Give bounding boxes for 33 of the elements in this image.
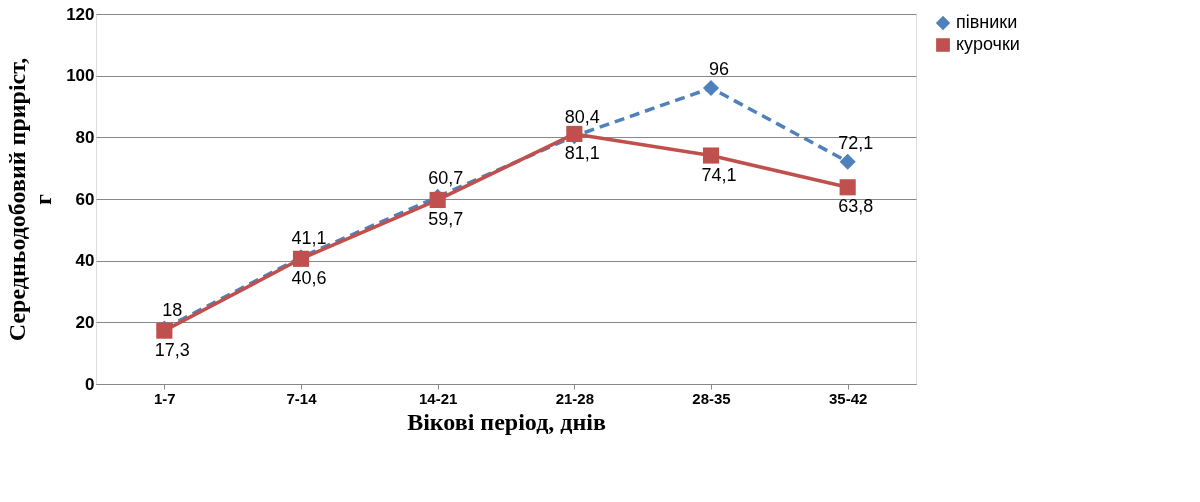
y-tick-label: 100 bbox=[66, 66, 95, 86]
x-tick-label: 14-21 bbox=[418, 389, 458, 407]
data-label: 40,6 bbox=[291, 267, 327, 288]
data-label: 60,7 bbox=[428, 167, 464, 188]
y-tick-label: 20 bbox=[75, 312, 95, 332]
data-label: 96 bbox=[708, 59, 730, 79]
y-tick-label: 60 bbox=[75, 189, 95, 209]
y-tick-label: 80 bbox=[75, 127, 95, 147]
y-tick-label: 40 bbox=[75, 251, 95, 271]
data-label: 41,1 bbox=[291, 228, 327, 249]
x-tick-label: 28-35 bbox=[692, 389, 731, 407]
point bbox=[702, 147, 720, 164]
point bbox=[839, 153, 856, 170]
y-tick-label: 120 bbox=[66, 4, 95, 24]
point bbox=[839, 179, 856, 196]
data-label: 63,8 bbox=[838, 196, 874, 217]
legend-label: курочки bbox=[956, 34, 1020, 54]
y-axis-title: Середньодобовий приріст, г bbox=[4, 57, 57, 342]
point bbox=[702, 79, 720, 97]
data-label: 74,1 bbox=[701, 164, 737, 185]
data-label: 59,7 bbox=[428, 208, 464, 229]
data-label: 17,3 bbox=[154, 339, 190, 360]
data-label: 18 bbox=[162, 299, 183, 320]
legend-label: півники bbox=[956, 12, 1018, 32]
x-tick-label: 21-28 bbox=[555, 389, 595, 407]
data-label: 72,1 bbox=[838, 132, 874, 153]
data-label: 81,1 bbox=[564, 142, 600, 163]
x-axis-title: Вікові період, днів bbox=[407, 408, 606, 435]
data-label: 80,4 bbox=[564, 107, 600, 128]
x-tick-label: 35-42 bbox=[828, 389, 868, 407]
x-tick-label: 7-14 bbox=[286, 389, 318, 407]
x-tick-label: 1-7 bbox=[153, 389, 176, 407]
y-tick-label: 0 bbox=[85, 374, 95, 394]
